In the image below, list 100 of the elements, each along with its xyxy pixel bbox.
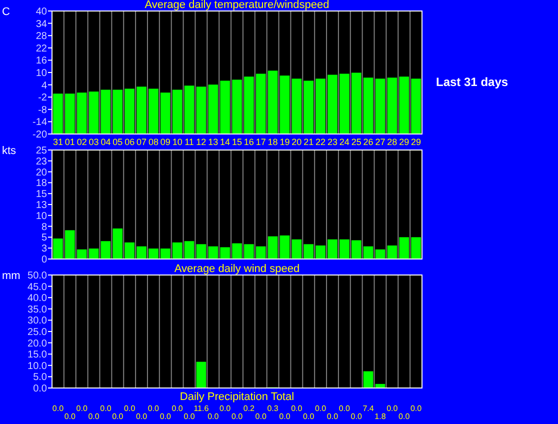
data-label: 0.0 <box>314 404 327 413</box>
data-label: 0.0 <box>124 404 136 413</box>
data-label: 0.0 <box>386 404 398 413</box>
x-tick-label: 13 <box>208 137 218 148</box>
y-tick-label: 20.0 <box>28 338 48 350</box>
data-label: 0.0 <box>303 412 315 421</box>
data-label: 11.6 <box>194 404 210 413</box>
y-tick-label: 8 <box>41 222 48 233</box>
data-label: 1.8 <box>374 412 386 421</box>
x-tick-label: 23 <box>327 137 338 148</box>
y-tick-label: 15 <box>36 189 48 200</box>
y-tick-label: 5 <box>41 232 48 244</box>
y-tick-label: 10 <box>36 210 48 222</box>
data-label: 0.0 <box>338 404 351 413</box>
x-tick-label: 12 <box>196 137 206 148</box>
data-label: 0.0 <box>231 412 244 421</box>
data-label: 0.0 <box>398 412 410 421</box>
data-label: 0.0 <box>100 404 112 413</box>
x-tick-label: 03 <box>88 137 99 148</box>
x-tick-label: 22 <box>316 137 326 148</box>
y-tick-label: -2 <box>38 92 48 104</box>
x-tick-label: 08 <box>148 137 158 148</box>
x-tick-label: 10 <box>172 137 182 148</box>
y-tick-label: 30.0 <box>28 316 48 327</box>
text: Last 31 days <box>436 75 508 89</box>
y-tick-label: 40.0 <box>28 293 48 304</box>
x-tick-label: 17 <box>256 137 266 148</box>
data-label: 0.0 <box>160 412 172 421</box>
y-axis-title: kts <box>2 144 17 157</box>
x-tick-label: 18 <box>268 137 278 148</box>
x-tick-label: 07 <box>136 137 147 148</box>
data-label: 0.0 <box>279 412 291 421</box>
x-tick-label: 31 <box>52 137 63 148</box>
text: Daily Precipitation Total <box>180 391 294 403</box>
y-axis-title: mm <box>2 270 20 282</box>
y-tick-label: 16 <box>36 56 48 67</box>
x-tick-label: 29 <box>411 137 422 148</box>
x-tick-label: 14 <box>220 137 230 148</box>
x-tick-label: 04 <box>100 137 111 148</box>
x-tick-label: 29 <box>399 137 410 148</box>
data-label: 0.2 <box>243 404 256 413</box>
y-tick-label: 18 <box>36 178 48 190</box>
data-label: 0.0 <box>410 404 422 413</box>
data-label: 0.0 <box>184 412 196 421</box>
x-tick-label: 01 <box>64 137 75 148</box>
data-label: 0.0 <box>76 404 88 413</box>
y-tick-label: 13 <box>36 200 48 211</box>
y-tick-label: 50.0 <box>28 270 48 282</box>
x-tick-label: 25 <box>351 137 362 148</box>
x-tick-label: 15 <box>232 137 242 148</box>
data-label: 0.0 <box>350 412 362 421</box>
text: Average daily wind speed <box>174 263 300 275</box>
data-label: 0.0 <box>220 404 232 413</box>
chart-title: Average daily temperature/windspeed <box>144 0 330 11</box>
y-tick-label: -8 <box>38 104 48 116</box>
data-label: 0.0 <box>255 412 267 421</box>
x-tick-label: 06 <box>124 137 135 148</box>
y-tick-label: 25.0 <box>28 327 48 338</box>
x-tick-label: 27 <box>375 137 386 148</box>
x-tick-label: 11 <box>184 137 194 148</box>
data-label: 0.0 <box>88 412 100 421</box>
data-label: 0.0 <box>326 412 339 421</box>
x-tick-label: 09 <box>160 137 170 148</box>
x-tick-label: 20 <box>292 137 302 148</box>
y-tick-label: 34 <box>36 18 48 30</box>
y-tick-label: 10.0 <box>28 360 48 372</box>
data-label: 0.3 <box>267 404 279 413</box>
x-tick-label: 21 <box>304 137 314 148</box>
data-label: 0.0 <box>291 404 303 413</box>
y-tick-label: 40 <box>36 6 48 18</box>
x-tick-label: 05 <box>112 137 123 148</box>
data-label: 7.4 <box>362 404 374 413</box>
x-tick-label: 02 <box>76 137 87 148</box>
x-tick-label: 28 <box>387 137 398 148</box>
x-tick-label: 16 <box>244 137 254 148</box>
data-label: 0.0 <box>148 404 160 413</box>
data-label: 0.0 <box>208 412 220 421</box>
y-axis-title: C <box>2 6 10 18</box>
data-label: 0.0 <box>136 412 148 421</box>
y-tick-label: 0.0 <box>33 384 48 394</box>
y-tick-label: 35.0 <box>28 304 48 316</box>
y-tick-label: 20 <box>36 167 48 178</box>
data-label: 0.0 <box>172 404 184 413</box>
x-tick-label: 24 <box>339 137 350 148</box>
y-tick-label: -20 <box>32 130 48 140</box>
y-tick-label: 0 <box>41 254 48 266</box>
y-tick-label: 22 <box>36 43 48 54</box>
data-label: 0.0 <box>64 412 76 421</box>
y-tick-label: 3 <box>41 244 48 255</box>
x-tick-label: 26 <box>363 137 374 148</box>
y-tick-label: 23 <box>36 156 48 168</box>
x-tick-label: 19 <box>280 137 290 148</box>
y-tick-label: 25 <box>36 146 48 156</box>
y-tick-label: 45.0 <box>28 282 48 293</box>
y-tick-label: 4 <box>41 80 48 92</box>
y-tick-label: 28 <box>36 31 48 42</box>
data-label: 0.0 <box>52 404 64 413</box>
y-tick-label: 15.0 <box>28 350 48 361</box>
y-tick-label: 10 <box>36 68 48 79</box>
data-label: 0.0 <box>112 412 124 421</box>
